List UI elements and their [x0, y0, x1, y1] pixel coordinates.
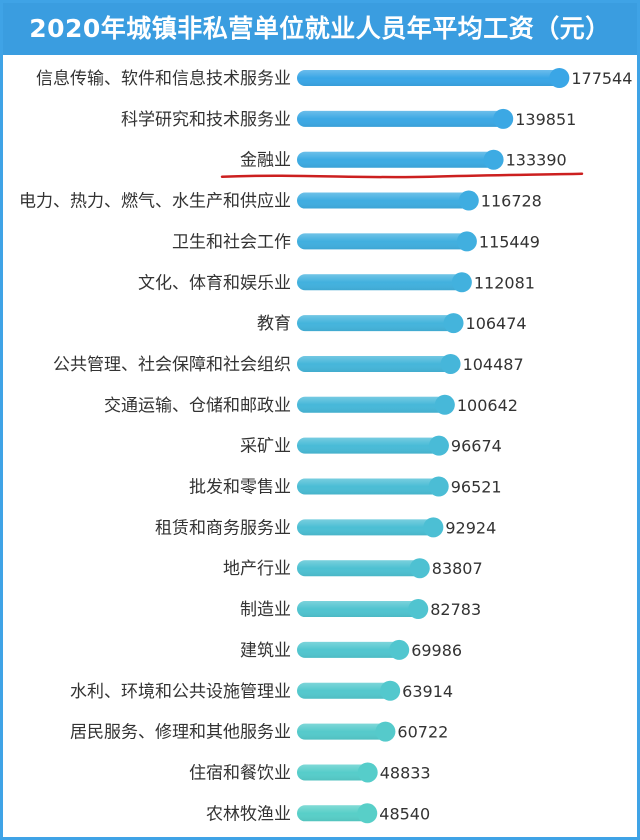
bar-shine — [297, 437, 441, 454]
value-label: 48540 — [379, 804, 430, 823]
bar-end-cap — [357, 762, 378, 783]
bar-end-cap — [451, 272, 472, 293]
value-label: 104487 — [463, 355, 524, 374]
value-label: 82783 — [430, 600, 481, 619]
bar-end-cap — [428, 476, 449, 497]
category-label: 租赁和商务服务业 — [155, 518, 291, 538]
bar-shine — [297, 70, 562, 86]
category-label: 批发和零售业 — [189, 478, 291, 498]
value-label: 69986 — [411, 641, 462, 660]
value-label: 96674 — [451, 437, 502, 456]
category-label: 公共管理、社会保障和社会组织 — [53, 355, 291, 375]
bar-shine — [297, 723, 388, 740]
bar-shine — [297, 641, 402, 658]
value-label: 177544 — [571, 69, 632, 88]
bar-end-cap — [493, 108, 514, 129]
bars-group — [297, 68, 570, 824]
category-label: 教育 — [257, 314, 291, 334]
value-label: 112081 — [474, 273, 535, 292]
bar-shine — [297, 151, 496, 168]
chart-title: 2020年城镇非私营单位就业人员年平均工资（元） — [29, 14, 611, 43]
category-label: 电力、热力、燃气、水生产和供应业 — [19, 192, 291, 212]
category-label: 制造业 — [240, 600, 291, 620]
bar-shine — [297, 355, 453, 372]
bar-shine — [297, 560, 422, 577]
category-label: 金融业 — [240, 151, 291, 171]
value-label: 100642 — [457, 396, 518, 415]
category-label: 科学研究和技术服务业 — [121, 110, 291, 130]
bar-shine — [297, 764, 370, 781]
value-label: 96521 — [451, 478, 502, 497]
category-label: 住宿和餐饮业 — [189, 763, 291, 783]
category-label: 采矿业 — [240, 437, 291, 457]
value-label: 83807 — [432, 559, 483, 578]
category-label: 卫生和社会工作 — [172, 232, 291, 252]
bar-shine — [297, 478, 441, 495]
bar-end-cap — [428, 435, 449, 456]
category-label: 信息传输、软件和信息技术服务业 — [36, 69, 291, 89]
bar-shine — [297, 396, 447, 413]
bar-shine — [297, 110, 506, 127]
value-label: 106474 — [466, 314, 527, 333]
bar-shine — [297, 233, 469, 250]
category-label: 农林牧渔业 — [206, 804, 291, 824]
bar-end-cap — [549, 68, 570, 88]
category-label: 地产行业 — [223, 559, 291, 579]
bar-end-cap — [434, 394, 455, 415]
bar-shine — [297, 274, 464, 291]
bar-end-cap — [440, 353, 461, 374]
category-label: 交通运输、仓储和邮政业 — [104, 396, 291, 416]
bar-shine — [297, 601, 421, 618]
bar-end-cap — [443, 313, 464, 334]
bar-shine — [297, 192, 471, 209]
value-labels-group: 177544 139851 133390 116728 115449 112081 1064… — [379, 69, 632, 823]
bar-end-cap — [483, 149, 504, 170]
category-label: 建筑业 — [240, 641, 291, 661]
category-label: 水利、环境和公共设施管理业 — [70, 682, 291, 702]
value-label: 48833 — [380, 763, 431, 782]
bar-shine — [297, 682, 393, 699]
bar-end-cap — [389, 639, 410, 660]
value-label: 92924 — [445, 518, 496, 537]
category-label: 文化、体育和娱乐业 — [138, 273, 291, 293]
category-label: 居民服务、修理和其他服务业 — [70, 723, 291, 743]
value-label: 115449 — [479, 232, 540, 251]
highlight-underline — [220, 172, 584, 179]
value-label: 60722 — [397, 723, 448, 742]
bar-end-cap — [357, 803, 378, 824]
value-label: 116728 — [481, 192, 542, 211]
bar-end-cap — [458, 190, 479, 211]
value-label: 63914 — [402, 682, 453, 701]
value-label: 139851 — [515, 110, 576, 129]
category-labels-group: 信息传输、软件和信息技术服务业科学研究和技术服务业金融业电力、热力、燃气、水生产… — [19, 69, 291, 824]
bar-end-cap — [456, 231, 477, 252]
bar-end-cap — [423, 517, 444, 538]
bar-shine — [297, 805, 370, 822]
value-label: 133390 — [506, 151, 567, 170]
bar-end-cap — [408, 599, 429, 620]
title-banner: 2020年城镇非私营单位就业人员年平均工资（元） — [3, 3, 637, 55]
bar-end-cap — [375, 721, 396, 742]
bar-shine — [297, 315, 456, 332]
bar-shine — [297, 519, 436, 536]
bar-end-cap — [409, 558, 430, 579]
bar-end-cap — [380, 680, 401, 701]
